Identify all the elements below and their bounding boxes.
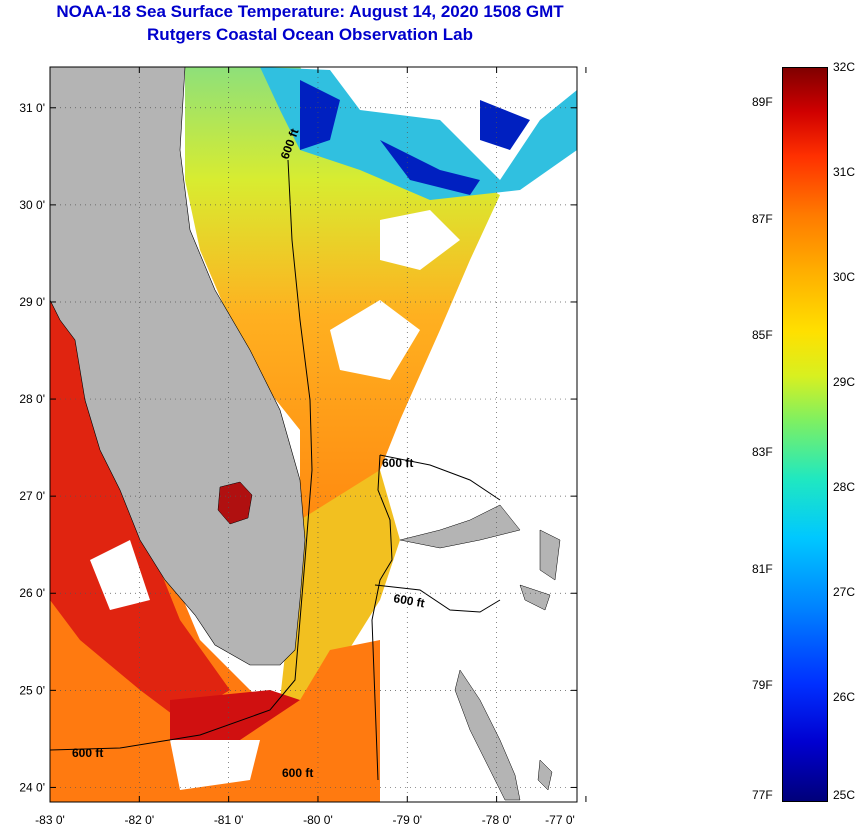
contour-label: 600 ft: [282, 766, 313, 780]
colorbar-celsius-label: 25C: [833, 788, 856, 802]
lon-tick-label: -83 0': [35, 813, 65, 827]
lat-tick-label: 26 0': [19, 586, 45, 600]
lon-tick-label: -81 0': [214, 813, 244, 827]
bahamas-island: [454, 669, 521, 801]
colorbar-fahrenheit-label: 81F: [752, 561, 773, 576]
cloud-patch: [90, 540, 150, 610]
map-title: NOAA-18 Sea Surface Temperature: August …: [56, 2, 564, 21]
lat-tick-label: 28 0': [19, 392, 45, 406]
bahamas-island: [399, 504, 521, 549]
cloud-patch: [170, 740, 260, 790]
bahamas-island: [537, 759, 553, 791]
temperature-colorbar: [782, 67, 828, 802]
colorbar-celsius-label: 29C: [833, 375, 856, 389]
colorbar-celsius-label: 31C: [833, 165, 856, 179]
lon-tick-label: -78 0': [482, 813, 512, 827]
lat-tick-label: 24 0': [19, 780, 45, 794]
colorbar-fahrenheit-label: 79F: [752, 678, 773, 693]
contour-label: 600 ft: [72, 746, 103, 760]
colorbar-fahrenheit-label: 89F: [752, 95, 773, 109]
lake-okeechobee: [217, 481, 253, 525]
colorbar-celsius-label: 30C: [833, 270, 856, 284]
colorbar-celsius-label: 27C: [833, 585, 856, 599]
lon-tick-label: -79 0': [392, 813, 422, 827]
lat-tick-label: 30 0': [19, 198, 45, 212]
lon-tick-label: -77 0': [545, 813, 575, 827]
bahamas-island: [519, 584, 551, 611]
map-subtitle: Rutgers Coastal Ocean Observation Lab: [147, 25, 473, 44]
isobath-600ft-florida: [50, 159, 313, 751]
lat-tick-label: 29 0': [19, 295, 45, 309]
colorbar-fahrenheit-label: 77F: [752, 788, 773, 802]
cloud-patch: [380, 210, 460, 270]
isobath-600ft-bahamas-west: [371, 454, 393, 781]
colorbar-celsius-label: 28C: [833, 480, 856, 494]
lat-tick-label: 27 0': [19, 489, 45, 503]
axis-ticks: 31 0' 30 0' 29 0' 28 0' 27 0' 26 0' 25 0' 24 0'…: [19, 67, 587, 827]
lon-tick-label: -82 0': [124, 813, 154, 827]
contour-label: 600 ft: [382, 456, 413, 470]
bahamas-island: [539, 529, 561, 581]
colorbar-fahrenheit-label: 87F: [752, 211, 773, 226]
sst-region-cold: [300, 80, 530, 195]
plot-frame: [49, 66, 578, 803]
isobath-600ft-bahamas: [374, 454, 501, 613]
lat-tick-label: 25 0': [19, 683, 45, 697]
colorbar-fahrenheit-label: 83F: [752, 445, 773, 459]
sst-region-straits: [280, 470, 400, 720]
cloud-patch: [330, 300, 420, 380]
colorbar-celsius-label: 26C: [833, 690, 856, 704]
lat-tick-label: 31 0': [19, 101, 45, 115]
colorbar-celsius-label: 32C: [833, 60, 856, 74]
sst-region-keys: [170, 690, 300, 740]
lon-tick-label: -80 0': [303, 813, 333, 827]
contour-label: 600 ft: [392, 591, 425, 610]
colorbar-fahrenheit-label: 85F: [752, 328, 773, 343]
